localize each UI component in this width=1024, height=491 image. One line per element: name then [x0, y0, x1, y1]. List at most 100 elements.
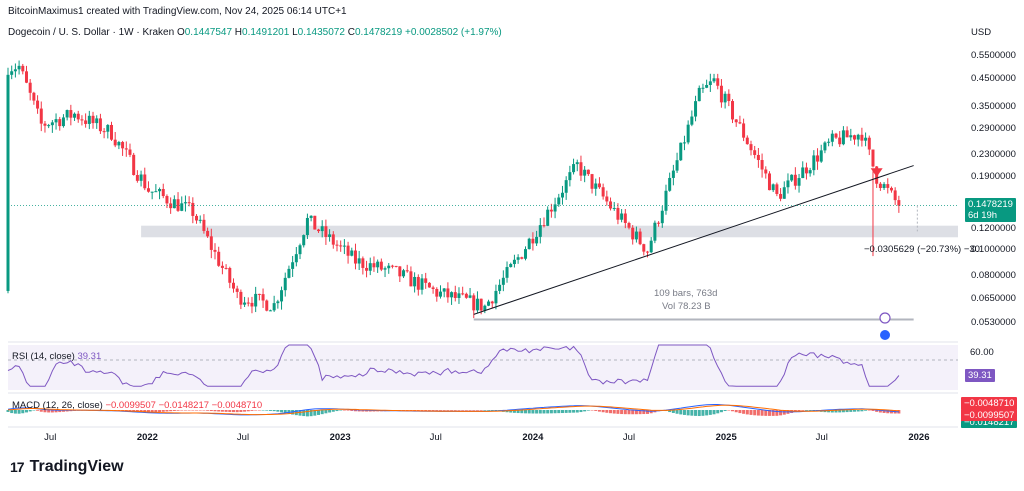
candle: [17, 65, 21, 70]
candle: [39, 108, 43, 124]
candle: [816, 155, 820, 162]
x-axis-label: 2022: [136, 432, 158, 443]
currency-label: USD: [971, 27, 992, 38]
candle: [701, 87, 705, 89]
signal-line: [7, 404, 899, 416]
macd-histogram-bar: [878, 410, 882, 413]
rsi-value: 39.31: [77, 351, 102, 362]
macd-histogram-bar: [590, 410, 594, 411]
macd-histogram-bar: [538, 410, 542, 414]
candle: [47, 125, 51, 127]
macd-histogram-bar: [36, 410, 40, 411]
candle: [742, 123, 746, 138]
macd-histogram-bar: [472, 410, 476, 411]
candle: [13, 69, 17, 72]
rsi-value-tag: 39.31: [965, 369, 995, 382]
candle: [475, 298, 479, 311]
candle: [664, 190, 668, 211]
candle: [84, 120, 88, 124]
macd-histogram-bar: [764, 410, 768, 416]
candle: [564, 180, 568, 193]
candle: [165, 196, 169, 204]
candle: [265, 300, 269, 311]
macd-histogram-bar: [586, 410, 590, 411]
macd-histogram-bar: [313, 410, 317, 416]
candle: [257, 293, 261, 295]
candle: [483, 305, 487, 311]
candle: [272, 303, 276, 311]
macd-histogram-bar: [553, 410, 557, 414]
rsi-band: [8, 345, 958, 390]
candle: [782, 187, 786, 199]
macd-histogram-bar: [346, 410, 350, 411]
candle: [745, 137, 749, 145]
candle: [291, 262, 295, 269]
candle: [586, 169, 590, 175]
macd-histogram-bar: [771, 410, 775, 416]
macd-histogram-bar: [61, 410, 65, 412]
x-axis-label: Jul: [429, 432, 442, 443]
macd-histogram-bar: [28, 410, 32, 412]
macd-histogram-bar: [309, 410, 313, 417]
candle: [283, 277, 287, 291]
low-value: 0.1435072: [297, 27, 345, 38]
candle: [660, 210, 664, 224]
candle: [468, 295, 472, 298]
candle: [638, 231, 642, 245]
macd-histogram-bar: [631, 410, 635, 415]
macd-histogram-bar: [871, 410, 875, 411]
measure-change-text: −0.0305629 (−20.73%) −30: [864, 244, 980, 255]
candle: [335, 244, 339, 246]
candle: [494, 290, 498, 304]
macd-histogram-bar: [830, 410, 834, 413]
candle: [195, 215, 199, 221]
candle: [679, 142, 683, 161]
candle: [531, 238, 535, 244]
candle: [527, 238, 531, 250]
candle: [487, 301, 491, 306]
price-axis-label: 0.0530000: [971, 316, 1016, 328]
candle: [298, 245, 302, 255]
candle: [560, 192, 564, 198]
macd-histogram-bar: [6, 410, 10, 412]
macd-histogram-bar: [442, 410, 446, 411]
macd-histogram-bar: [864, 410, 868, 411]
candle: [121, 142, 125, 149]
candle: [708, 81, 712, 85]
rsi-line: [7, 344, 900, 387]
candle: [106, 124, 110, 132]
macd-histogram-bar: [217, 410, 221, 412]
ohlc-legend: Dogecoin / U. S. Dollar · 1W · Kraken O0…: [8, 27, 502, 38]
macd-histogram-bar: [749, 410, 753, 415]
macd-histogram-bar: [708, 410, 712, 415]
macd-histogram-bar: [457, 410, 461, 411]
macd-histogram-bar: [158, 410, 162, 413]
candle: [220, 265, 224, 268]
macd-histogram-bar: [280, 410, 284, 413]
candle: [642, 244, 646, 252]
candle: [512, 259, 516, 265]
candle: [158, 188, 162, 192]
high-value: 0.1491201: [242, 27, 290, 38]
macd-histogram-bar: [180, 410, 184, 411]
candle: [438, 291, 442, 297]
candle: [616, 207, 620, 220]
macd-histogram-bar: [490, 410, 494, 411]
macd-histogram-bar: [265, 410, 269, 411]
macd-histogram-bar: [801, 410, 805, 411]
candle: [361, 258, 365, 268]
macd-histogram-bar: [827, 410, 831, 413]
candle: [95, 118, 99, 124]
open-value: 0.1447547: [184, 27, 233, 38]
macd-histogram-bar: [331, 410, 335, 412]
candle: [793, 174, 797, 186]
candle: [697, 87, 701, 102]
candle: [394, 265, 398, 267]
rsi-title: RSI (14, close) 39.31: [12, 351, 101, 362]
macd-histogram-bar: [206, 410, 210, 411]
macd-histogram-bar: [250, 410, 254, 411]
candle: [597, 183, 601, 188]
candle: [124, 148, 128, 150]
macd-histogram-bar: [727, 410, 731, 411]
